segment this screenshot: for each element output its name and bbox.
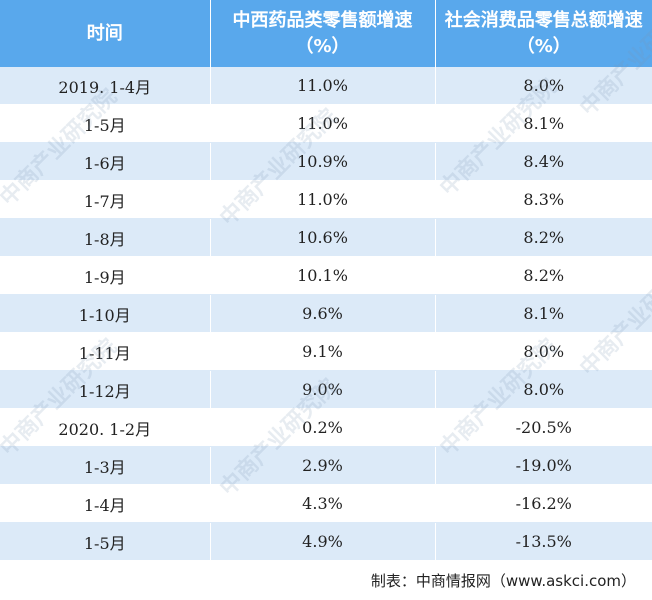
table-row: 1-4月 4.3% -16.2% [0, 484, 652, 523]
cell-retail-growth: -13.5% [435, 522, 652, 561]
cell-time: 1-10月 [0, 294, 211, 333]
table-row: 1-6月 10.9% 8.4% [0, 142, 652, 181]
cell-retail-growth: 8.1% [435, 104, 652, 143]
cell-time: 2019. 1-4月 [0, 67, 211, 105]
table-row: 1-5月 11.0% 8.1% [0, 104, 652, 143]
cell-retail-growth: 8.4% [435, 142, 652, 181]
cell-retail-growth: -16.2% [435, 484, 652, 523]
cell-medicine-growth: 4.9% [210, 522, 436, 561]
cell-time: 2020. 1-2月 [0, 408, 211, 447]
cell-medicine-growth: 10.6% [210, 218, 436, 257]
table-row: 1-7月 11.0% 8.3% [0, 180, 652, 219]
cell-retail-growth: 8.2% [435, 256, 652, 295]
table-row: 1-5月 4.9% -13.5% [0, 522, 652, 561]
cell-time: 1-3月 [0, 446, 211, 485]
source-note: 制表：中商情报网（www.askci.com） [370, 572, 636, 590]
header-medicine-growth: 中西药品类零售额增速（%） [210, 0, 436, 67]
header-time: 时间 [0, 0, 211, 67]
cell-medicine-growth: 11.0% [210, 180, 436, 219]
cell-medicine-growth: 9.1% [210, 332, 436, 371]
table-row: 1-8月 10.6% 8.2% [0, 218, 652, 257]
cell-retail-growth: 8.0% [435, 370, 652, 409]
cell-time: 1-5月 [0, 522, 211, 561]
cell-time: 1-4月 [0, 484, 211, 523]
cell-medicine-growth: 10.1% [210, 256, 436, 295]
cell-retail-growth: 8.2% [435, 218, 652, 257]
header-retail-growth: 社会消费品零售总额增速（%） [435, 0, 652, 67]
table-row: 2020. 1-2月 0.2% -20.5% [0, 408, 652, 447]
cell-time: 1-9月 [0, 256, 211, 295]
cell-retail-growth: 8.0% [435, 332, 652, 371]
cell-retail-growth: -19.0% [435, 446, 652, 485]
cell-retail-growth: 8.1% [435, 294, 652, 333]
data-table: 时间 中西药品类零售额增速（%） 社会消费品零售总额增速（%） 2019. 1-… [0, 0, 652, 561]
cell-medicine-growth: 2.9% [210, 446, 436, 485]
cell-time: 1-8月 [0, 218, 211, 257]
table-row: 1-10月 9.6% 8.1% [0, 294, 652, 333]
table-row: 1-12月 9.0% 8.0% [0, 370, 652, 409]
cell-medicine-growth: 11.0% [210, 67, 436, 105]
cell-medicine-growth: 0.2% [210, 408, 436, 447]
cell-medicine-growth: 9.0% [210, 370, 436, 409]
cell-time: 1-12月 [0, 370, 211, 409]
cell-retail-growth: 8.0% [435, 67, 652, 105]
cell-retail-growth: 8.3% [435, 180, 652, 219]
header-row: 时间 中西药品类零售额增速（%） 社会消费品零售总额增速（%） [0, 0, 652, 67]
table-row: 1-11月 9.1% 8.0% [0, 332, 652, 371]
cell-time: 1-7月 [0, 180, 211, 219]
cell-medicine-growth: 10.9% [210, 142, 436, 181]
table-row: 2019. 1-4月 11.0% 8.0% [0, 67, 652, 105]
cell-medicine-growth: 4.3% [210, 484, 436, 523]
cell-retail-growth: -20.5% [435, 408, 652, 447]
table-row: 1-3月 2.9% -19.0% [0, 446, 652, 485]
cell-medicine-growth: 11.0% [210, 104, 436, 143]
table-row: 1-9月 10.1% 8.2% [0, 256, 652, 295]
cell-time: 1-11月 [0, 332, 211, 371]
cell-medicine-growth: 9.6% [210, 294, 436, 333]
cell-time: 1-5月 [0, 104, 211, 143]
cell-time: 1-6月 [0, 142, 211, 181]
